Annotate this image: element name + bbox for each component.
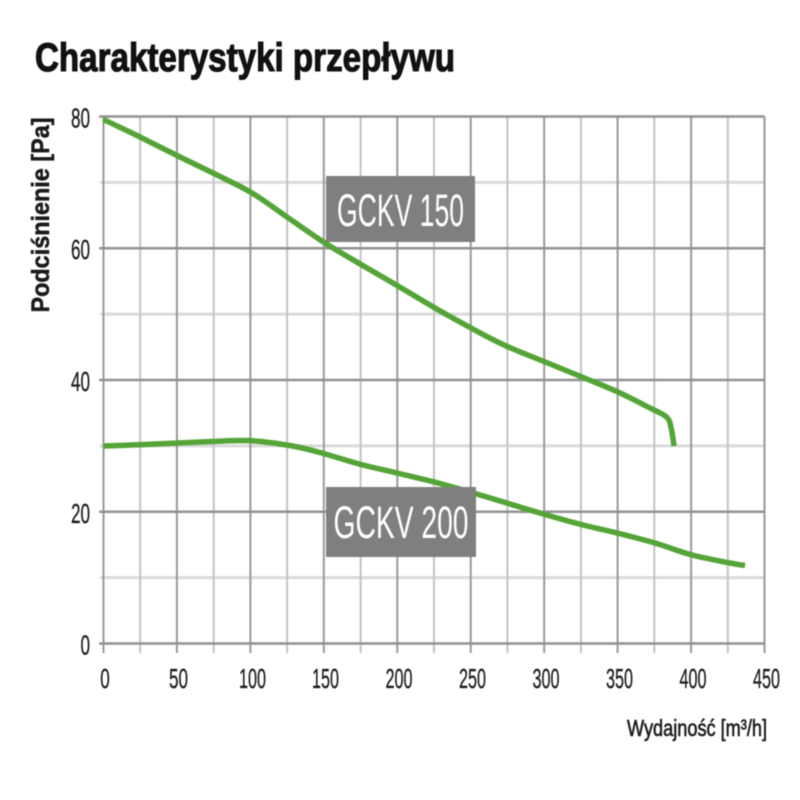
svg-text:200: 200 — [386, 663, 413, 694]
svg-text:0: 0 — [100, 663, 110, 694]
svg-text:60: 60 — [71, 234, 90, 265]
svg-text:150: 150 — [312, 663, 339, 694]
svg-text:GCKV 150: GCKV 150 — [337, 185, 464, 236]
svg-text:350: 350 — [606, 663, 633, 694]
svg-text:400: 400 — [680, 663, 707, 694]
svg-text:0: 0 — [81, 630, 91, 661]
svg-text:Podciśnienie [Pa]: Podciśnienie [Pa] — [27, 118, 55, 313]
svg-text:80: 80 — [71, 103, 90, 134]
svg-text:250: 250 — [459, 663, 486, 694]
svg-text:20: 20 — [71, 498, 90, 529]
svg-text:450: 450 — [753, 663, 780, 694]
svg-text:40: 40 — [71, 366, 90, 397]
svg-text:50: 50 — [169, 663, 188, 694]
svg-text:GCKV 200: GCKV 200 — [334, 497, 469, 548]
svg-text:300: 300 — [533, 663, 560, 694]
svg-text:Charakterystyki przepływu: Charakterystyki przepływu — [35, 36, 455, 80]
svg-text:Wydajność [m³/h]: Wydajność [m³/h] — [627, 715, 767, 741]
svg-text:100: 100 — [239, 663, 266, 694]
